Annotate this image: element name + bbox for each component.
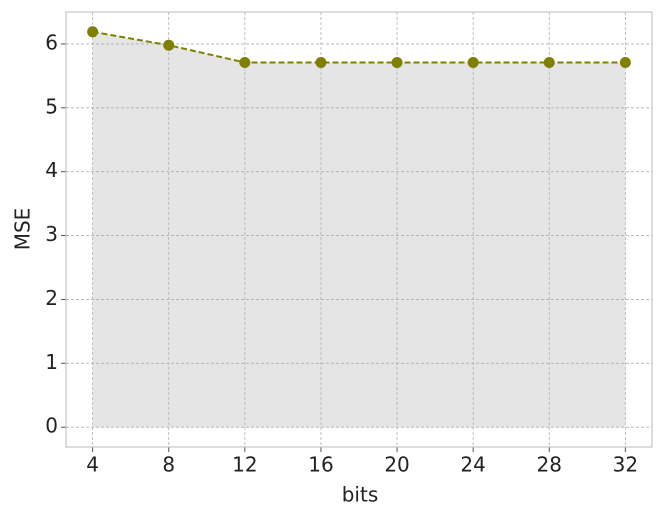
x-tick-label: 28: [537, 453, 562, 477]
x-tick-label: 12: [232, 453, 257, 477]
point: [87, 26, 99, 38]
point: [619, 56, 631, 68]
area-fill: [92, 31, 626, 428]
point: [543, 56, 555, 68]
point: [467, 56, 479, 68]
y-tick-label: 6: [45, 30, 58, 54]
y-tick-label: 0: [45, 414, 58, 438]
line: [92, 30, 626, 64]
plot-frame: [65, 11, 653, 448]
y-tick-label: 3: [45, 222, 58, 246]
x-tick-label: 20: [384, 453, 409, 477]
x-axis-label: bits: [342, 483, 379, 507]
y-tick-label: 2: [45, 286, 58, 310]
point: [315, 56, 327, 68]
x-tick-label: 32: [613, 453, 638, 477]
y-tick-label: 4: [45, 158, 58, 182]
y-tick-label: 1: [45, 350, 58, 374]
point: [391, 56, 403, 68]
y-axis-label: MSE: [11, 208, 35, 251]
x-tick-label: 16: [308, 453, 333, 477]
x-tick-label: 4: [86, 453, 99, 477]
x-tick-label: 24: [460, 453, 485, 477]
point: [239, 56, 251, 68]
y-tick-label: 5: [45, 94, 58, 118]
point: [163, 39, 175, 51]
x-tick-label: 8: [162, 453, 175, 477]
